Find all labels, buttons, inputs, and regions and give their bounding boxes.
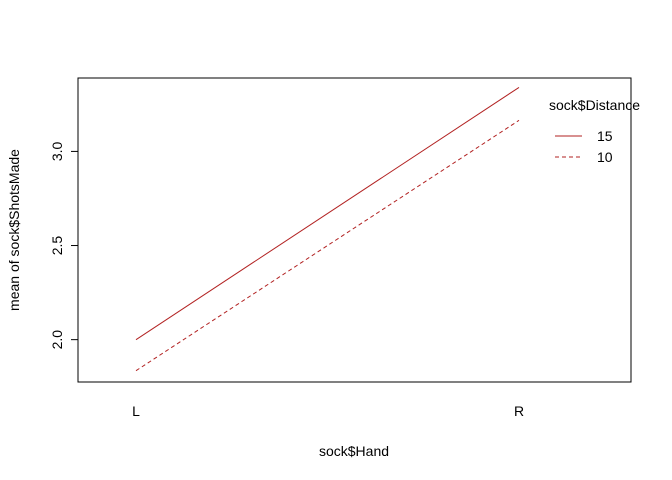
legend-title: sock$Distance [549, 97, 640, 113]
legend: sock$Distance 15 10 [549, 97, 640, 165]
series-line-10 [135, 119, 520, 372]
series-layer [135, 86, 520, 372]
x-axis-title: sock$Hand [319, 443, 389, 459]
x-tick-label: R [514, 403, 524, 419]
plot-frame [77, 77, 632, 383]
series-line-15 [135, 86, 520, 341]
y-tick-label: 2.0 [49, 330, 65, 350]
legend-label-10: 10 [597, 149, 613, 165]
y-axis-title: mean of sock$ShotsMade [6, 149, 22, 311]
x-tick-label: L [132, 403, 140, 419]
y-tick-label: 2.5 [49, 236, 65, 256]
legend-label-15: 15 [597, 128, 613, 144]
y-axis: 2.0 2.5 3.0 [49, 141, 79, 350]
y-tick-label: 3.0 [49, 141, 65, 161]
